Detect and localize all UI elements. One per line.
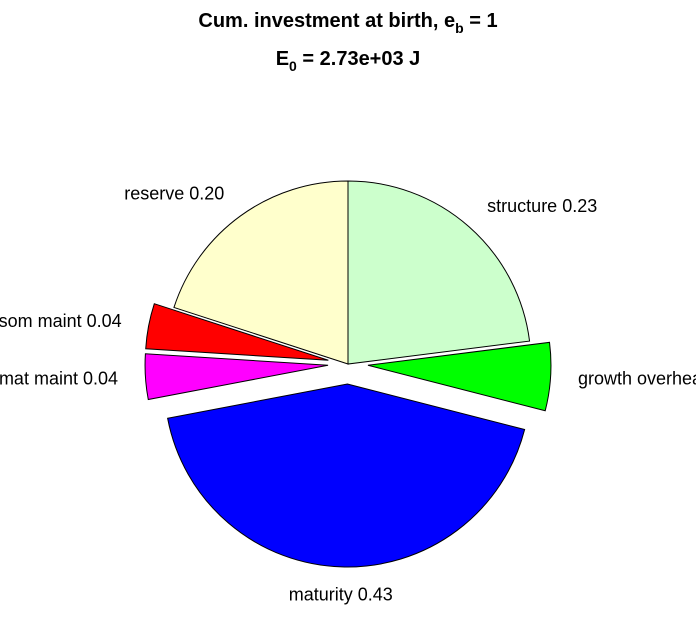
title-text: = 1 bbox=[464, 10, 498, 32]
slice-category: growth overhead bbox=[578, 368, 696, 388]
slice-value: 0.04 bbox=[87, 311, 122, 331]
subtitle-subscript: 0 bbox=[289, 58, 297, 74]
chart-subtitle: E0 = 2.73e+03 J bbox=[276, 48, 421, 74]
title-text: Cum. investment at birth, e bbox=[198, 10, 455, 32]
slice-label: som maint 0.04 bbox=[0, 311, 122, 331]
slice-value: 0.43 bbox=[358, 584, 393, 604]
slice-category: mat maint bbox=[0, 368, 78, 388]
slice-value: 0.04 bbox=[83, 368, 118, 388]
slice-category: structure bbox=[487, 196, 557, 216]
slice-value: 0.23 bbox=[562, 196, 597, 216]
slice-value: 0.20 bbox=[189, 184, 224, 204]
slice-label: growth overhead0.06 bbox=[578, 368, 696, 388]
pie-slice bbox=[173, 180, 349, 365]
slice-label: mat maint 0.04 bbox=[0, 368, 118, 388]
pie-slice bbox=[167, 383, 526, 568]
slice-category: reserve bbox=[124, 184, 184, 204]
chart-title: Cum. investment at birth, eb = 1 bbox=[198, 10, 497, 36]
slice-label: structure 0.23 bbox=[487, 196, 597, 216]
title-subscript: b bbox=[455, 20, 464, 36]
slice-category: som maint bbox=[0, 311, 82, 331]
slice-category: maturity bbox=[289, 584, 353, 604]
subtitle-text: = 2.73e+03 J bbox=[297, 48, 420, 70]
pie-slice bbox=[145, 303, 329, 361]
slice-label: reserve 0.20 bbox=[124, 184, 224, 204]
slice-label: maturity 0.43 bbox=[289, 584, 393, 604]
subtitle-text: E bbox=[276, 48, 289, 70]
pie-slice bbox=[144, 353, 329, 401]
pie-slice bbox=[347, 180, 531, 365]
pie-slice bbox=[367, 341, 552, 412]
